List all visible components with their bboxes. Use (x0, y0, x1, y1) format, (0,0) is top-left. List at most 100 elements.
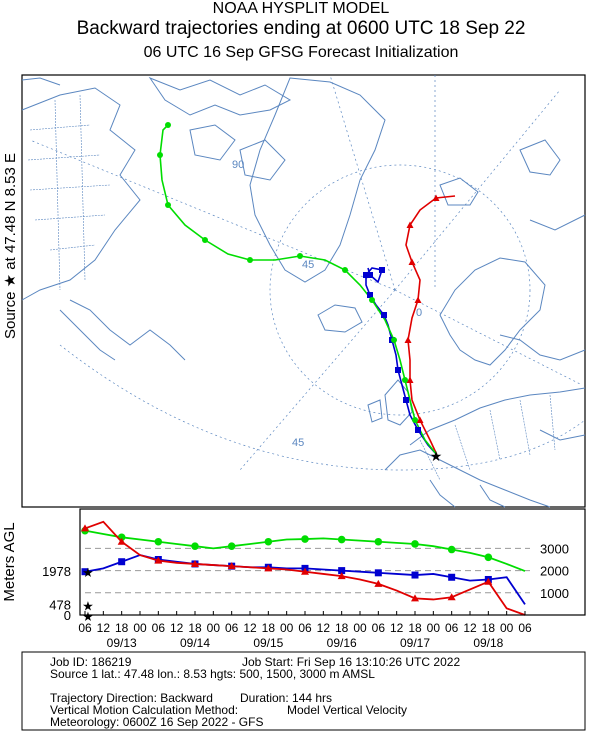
date-label: 09/16 (327, 636, 357, 650)
x-tick-label: 12 (243, 621, 257, 635)
info-box (21, 651, 586, 731)
series-point-2 (411, 594, 419, 602)
map-trajectory-red (405, 195, 456, 456)
left-label: 478 (49, 597, 71, 612)
height-chart: 1978 ★ 478 ★ 0 ★ 3000 2000 1000 06 00 18 12 06 00 18 12… (42, 508, 586, 650)
chart-x-ticks: 06 00 18 12 06 00 18 12 06 00 18 12 06 00 18 12 06 00 18 12… (78, 611, 532, 650)
coastlines (21, 76, 586, 508)
map-marker-red (432, 194, 440, 201)
series-point-2 (374, 579, 383, 587)
map-marker-blue (379, 267, 385, 273)
map-marker-red (416, 416, 424, 423)
map-marker-blue (381, 312, 387, 318)
x-tick-label: 12 (170, 621, 184, 635)
map-marker-red (404, 336, 412, 343)
x-tick-label: 06 (518, 621, 532, 635)
title-line-1: NOAA HYSPLIT MODEL (212, 0, 390, 17)
series-point-2 (264, 564, 273, 572)
series-point-2 (337, 572, 346, 580)
grid-label-45-south: 45 (292, 437, 304, 449)
map-marker-green (157, 152, 163, 158)
left-label: 0 (64, 608, 71, 623)
map-marker-green (202, 237, 208, 243)
start-star: ★ (82, 598, 94, 613)
series-point-2 (447, 593, 456, 601)
series-point-0 (447, 545, 456, 554)
chart-labels: 1978 ★ 478 ★ 0 ★ 3000 2000 1000 (42, 541, 569, 624)
boundaries (27, 94, 556, 481)
series-point-2 (484, 577, 493, 585)
start-star: ★ (82, 609, 94, 624)
map-marker-blue (367, 292, 373, 298)
x-tick-label: 06 (298, 621, 312, 635)
vertical-method: Vertical Motion Calculation Method: (50, 703, 239, 717)
x-tick-label: 06 (152, 621, 166, 635)
map-marker-green (165, 122, 171, 128)
grid-label-45-north: 45 (302, 259, 314, 271)
job-start: Job Start: Fri Sep 16 13:10:26 UTC 2022 (242, 655, 461, 669)
series-point-0 (484, 553, 493, 562)
series-point-1 (374, 569, 382, 577)
map-marker-green (297, 253, 303, 259)
map-frame (21, 74, 586, 508)
series-point-0 (337, 535, 346, 544)
trajectory-direction: Trajectory Direction: Backward (50, 691, 213, 705)
x-tick-label: 00 (500, 621, 514, 635)
map-marker-green (369, 297, 375, 303)
series-point-0 (227, 542, 236, 550)
date-label: 09/14 (180, 636, 210, 650)
series-point-2 (154, 556, 163, 564)
date-label: 09/17 (400, 636, 430, 650)
x-tick-label: 18 (482, 621, 496, 635)
map-marker-green (412, 417, 418, 423)
series-point-1 (411, 571, 419, 579)
x-tick-label: 00 (207, 621, 221, 635)
series-point-0 (301, 535, 309, 543)
source-star: ★ (430, 448, 443, 464)
map-panel: 90 45 0 45 ★ (21, 74, 586, 508)
x-tick-label: 06 (78, 621, 92, 635)
job-id: Job ID: 186219 (50, 655, 132, 669)
x-tick-label: 00 (280, 621, 294, 635)
chart-series (81, 520, 526, 616)
date-label: 09/13 (107, 636, 137, 650)
map-marker-blue (395, 367, 401, 373)
x-tick-label: 18 (408, 621, 422, 635)
series-point-2 (227, 562, 236, 570)
series-point-1 (448, 573, 456, 581)
x-tick-label: 12 (317, 621, 331, 635)
source-info: Source 1 lat.: 47.48 lon.: 8.53 hgts: 50… (50, 667, 375, 681)
left-label: 1978 (42, 564, 71, 579)
grid-label-0: 0 (416, 307, 422, 319)
right-label: 2000 (540, 564, 569, 579)
map-marker-green (391, 337, 397, 343)
map-marker-red (406, 376, 414, 383)
series-point-2 (191, 559, 199, 567)
x-tick-label: 18 (262, 621, 276, 635)
x-tick-label: 12 (390, 621, 404, 635)
x-tick-label: 06 (225, 621, 239, 635)
map-marker-blue (403, 397, 409, 403)
series-point-0 (154, 537, 163, 546)
x-tick-label: 12 (463, 621, 477, 635)
map-marker-green (402, 377, 408, 383)
vertical-model: Model Vertical Velocity (287, 703, 408, 717)
x-tick-label: 06 (372, 621, 386, 635)
start-star: ★ (82, 565, 94, 580)
map-marker-blue (367, 272, 373, 278)
x-tick-label: 00 (133, 621, 147, 635)
series-point-0 (264, 537, 273, 546)
series-point-0 (411, 540, 419, 548)
series-point-0 (191, 542, 199, 550)
map-marker-red (408, 258, 416, 265)
right-label: 3000 (540, 541, 569, 556)
map-trajectory-green (159, 124, 438, 456)
x-tick-label: 18 (115, 621, 129, 635)
series-point-1 (338, 567, 346, 575)
right-label: 1000 (540, 586, 569, 601)
series-point-2 (301, 567, 309, 575)
date-label: 09/15 (253, 636, 283, 650)
map-marker-red (414, 296, 422, 303)
x-tick-label: 06 (445, 621, 459, 635)
